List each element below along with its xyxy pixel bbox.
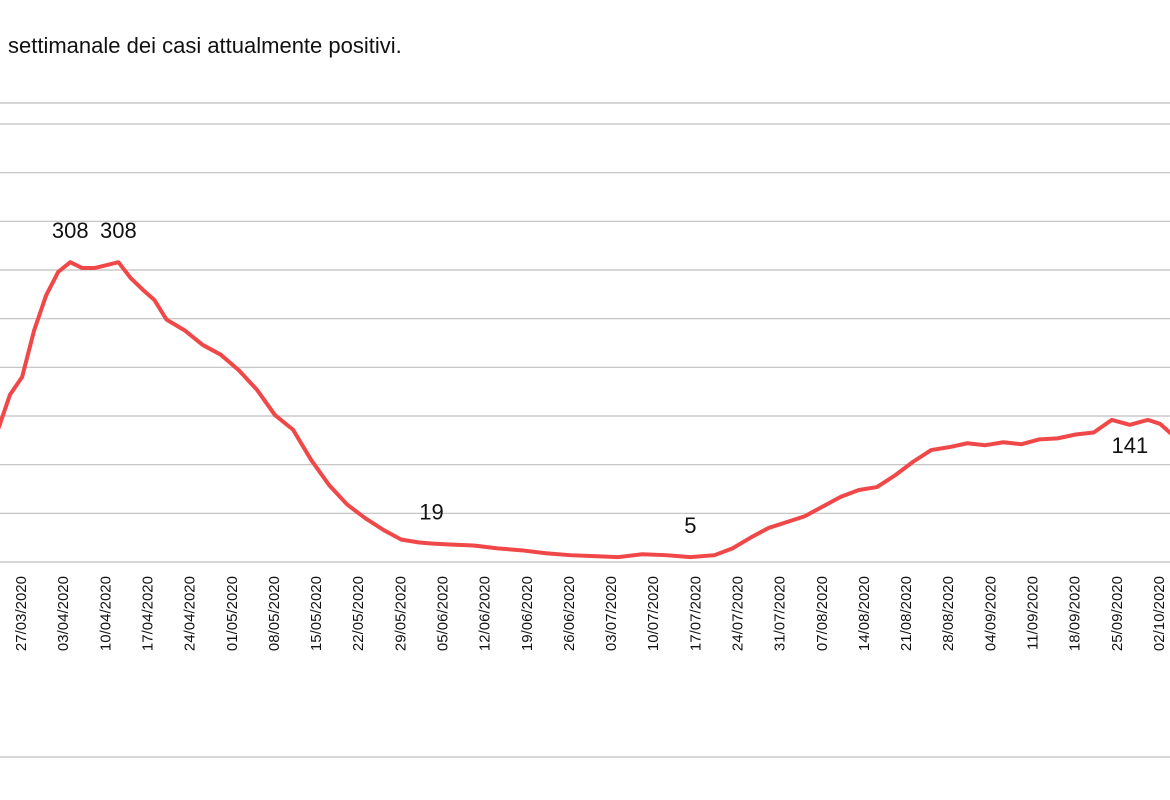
x-tick-label: 21/08/2020	[898, 576, 915, 651]
annotation: 308	[52, 218, 89, 243]
x-tick-label: 31/07/2020	[772, 576, 789, 651]
x-tick-label: 12/06/2020	[477, 576, 494, 651]
x-tick-label: 24/04/2020	[182, 576, 199, 651]
annotation: 141	[1111, 433, 1148, 458]
x-tick-label: 10/04/2020	[97, 576, 114, 651]
x-tick-label: 29/05/2020	[392, 576, 409, 651]
x-tick-label: 25/09/2020	[1109, 576, 1126, 651]
x-tick-label: 17/04/2020	[139, 576, 156, 651]
x-tick-label: 11/09/2020	[1024, 576, 1041, 650]
x-tick-label: 28/08/2020	[940, 576, 957, 651]
x-tick-label: 04/09/2020	[982, 576, 999, 651]
x-tick-label: 01/05/2020	[224, 576, 241, 651]
x-tick-label: 27/03/2020	[13, 576, 30, 651]
x-tick-label: 07/08/2020	[814, 576, 831, 651]
x-tick-label: 14/08/2020	[856, 576, 873, 651]
x-tick-label: 03/04/2020	[55, 576, 72, 651]
x-tick-label: 10/07/2020	[645, 576, 662, 651]
x-tick-label: 15/05/2020	[308, 576, 325, 651]
x-tick-label: 03/07/2020	[603, 576, 620, 651]
annotation: 308	[100, 218, 137, 243]
chart-title: settimanale dei casi attualmente positiv…	[8, 33, 402, 58]
annotation: 5	[684, 513, 696, 538]
x-tick-label: 24/07/2020	[729, 576, 746, 651]
annotation: 19	[419, 500, 443, 525]
x-tick-label: 08/05/2020	[266, 576, 283, 651]
x-tick-label: 18/09/2020	[1067, 576, 1084, 651]
x-tick-label: 17/07/2020	[687, 576, 704, 651]
data-line	[0, 260, 1170, 560]
x-tick-label: 19/06/2020	[519, 576, 536, 651]
x-tick-label: 02/10/2020	[1151, 576, 1168, 651]
x-tick-label: 22/05/2020	[350, 576, 367, 651]
x-tick-label: 26/06/2020	[561, 576, 578, 651]
x-tick-label: 05/06/2020	[434, 576, 451, 651]
